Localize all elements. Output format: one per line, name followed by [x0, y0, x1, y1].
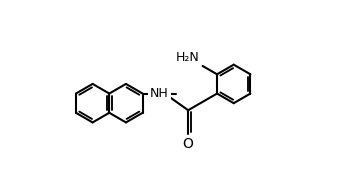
Text: O: O [183, 137, 194, 151]
Text: H₂N: H₂N [176, 51, 200, 64]
Text: NH: NH [150, 87, 169, 100]
